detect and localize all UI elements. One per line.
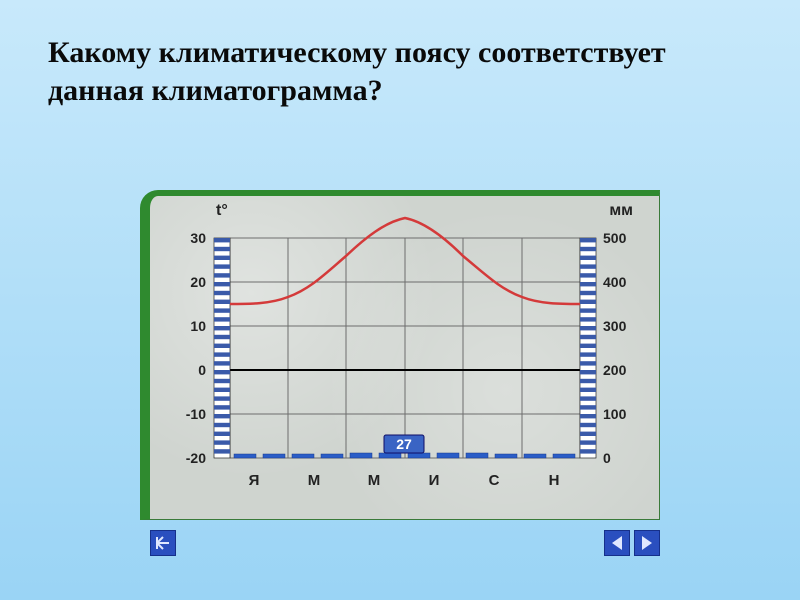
climograph-svg: 27: [170, 204, 640, 504]
triangle-right-icon: [635, 531, 659, 555]
back-icon: [151, 531, 175, 555]
climograph-figure: t° мм 30 20 10 0 -10 -20 500 400 300 200…: [140, 190, 660, 520]
grid: [230, 238, 580, 458]
temp-scale-bar: [214, 238, 230, 458]
back-button[interactable]: [150, 530, 176, 556]
precip-scale-bar: [580, 238, 596, 458]
slide: Какому климатическому поясу соответствуе…: [0, 0, 800, 600]
triangle-left-icon: [605, 531, 629, 555]
plot-area: t° мм 30 20 10 0 -10 -20 500 400 300 200…: [170, 204, 639, 511]
question-title: Какому климатическому поясу соответствуе…: [48, 34, 748, 111]
next-button[interactable]: [634, 530, 660, 556]
annual-precip-value: 27: [396, 436, 412, 452]
prev-button[interactable]: [604, 530, 630, 556]
